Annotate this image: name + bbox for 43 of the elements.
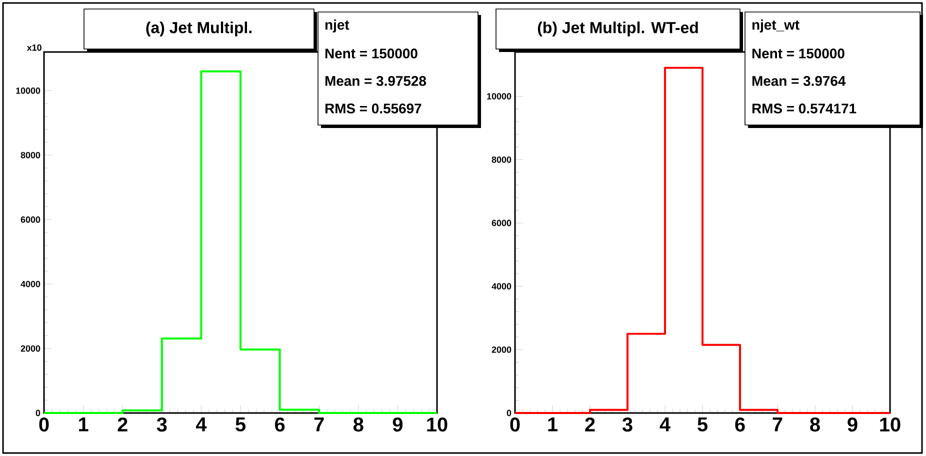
y-tick-label: 8000 [492,156,512,163]
text: njet_wt [752,19,800,32]
y-tick-label: 6000 [492,220,512,226]
x-tick-label: 9 [848,418,858,432]
annotation: RMS = 0.574171 [752,104,856,114]
x-tick-label: 1 [79,418,88,432]
y-tick-label: 4000 [20,280,40,288]
x-tick-label: 4 [196,418,207,432]
y-tick-label: 0 [506,410,512,416]
x-tick-label: 2 [585,418,595,432]
x-tick-label: 9 [392,418,403,432]
y-tick-label: 8000 [20,152,40,158]
annotation: Mean = 3.97528 [325,76,426,86]
y-tick-label: 2000 [20,345,40,352]
chart-title: (a) Jet Multipl. [146,22,252,36]
x-tick-label: 5 [698,418,708,432]
x-tick-label: 7 [772,418,782,432]
y-tick-label: 0 [36,410,40,416]
x-tick-label: 3 [622,418,632,432]
x-tick-label: 6 [735,418,745,432]
x-tick-label: 1 [548,418,558,432]
annotation: Nent = 150000 [752,48,844,58]
y-tick-label: 2000 [492,346,512,353]
x-tick-label: 8 [810,418,820,432]
y-axis-title: x10 [26,44,42,51]
y-tick-label: 10000 [487,93,512,100]
annotation: RMS = 0.55697 [325,104,422,114]
x-tick-label: 10 [880,418,900,432]
y-tick-label: 6000 [20,216,40,223]
annotation: Nent = 150000 [325,48,418,58]
x-tick-label: 8 [353,418,364,432]
x-tick-label: 6 [275,418,285,432]
chart-title: (b) Jet Multipl. WT-ed [538,22,698,36]
annotation: Mean = 3.9764 [752,76,846,86]
x-tick-label: 2 [118,418,128,432]
x-tick-label: 10 [427,418,448,432]
x-tick-label: 3 [156,418,167,432]
x-tick-label: 4 [660,418,670,432]
text: njet [325,19,350,32]
y-tick-label: 10000 [16,87,40,94]
x-tick-label: 5 [236,418,246,432]
y-tick-label: 4000 [492,283,512,290]
x-tick-label: 7 [314,418,324,432]
